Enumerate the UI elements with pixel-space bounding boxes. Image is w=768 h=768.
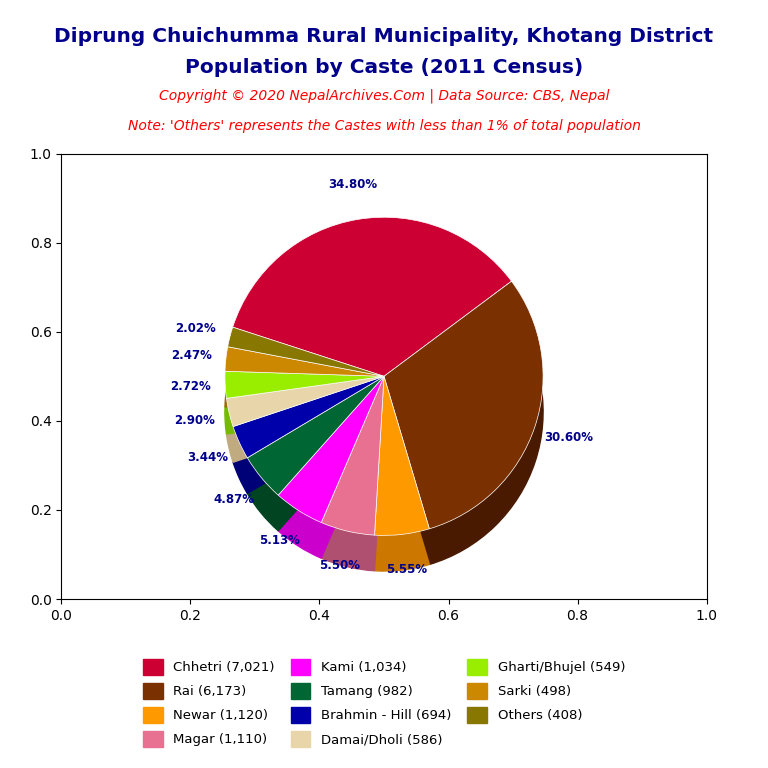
Text: Diprung Chuichumma Rural Municipality, Khotang District: Diprung Chuichumma Rural Municipality, K… <box>55 27 713 46</box>
Text: 3.44%: 3.44% <box>187 451 228 464</box>
Wedge shape <box>247 412 384 531</box>
Text: 34.80%: 34.80% <box>328 178 377 191</box>
Wedge shape <box>384 317 543 564</box>
Wedge shape <box>225 371 384 399</box>
Text: Note: 'Others' represents the Castes with less than 1% of total population: Note: 'Others' represents the Castes wit… <box>127 119 641 133</box>
Wedge shape <box>321 376 384 535</box>
Wedge shape <box>247 376 384 495</box>
Wedge shape <box>278 376 384 522</box>
Wedge shape <box>384 281 543 529</box>
Wedge shape <box>233 412 384 493</box>
Wedge shape <box>227 362 384 412</box>
Wedge shape <box>233 376 384 458</box>
Text: 2.90%: 2.90% <box>174 414 216 427</box>
Text: 5.55%: 5.55% <box>386 563 427 576</box>
Wedge shape <box>375 376 429 535</box>
Text: Population by Caste (2011 Census): Population by Caste (2011 Census) <box>185 58 583 77</box>
Wedge shape <box>225 346 384 376</box>
Wedge shape <box>233 217 511 376</box>
Text: 30.60%: 30.60% <box>544 431 593 444</box>
Wedge shape <box>375 412 429 571</box>
Wedge shape <box>227 412 384 462</box>
Text: 2.72%: 2.72% <box>170 380 210 393</box>
Text: 5.13%: 5.13% <box>260 534 300 547</box>
Text: 2.47%: 2.47% <box>170 349 211 362</box>
Text: 2.02%: 2.02% <box>176 322 217 335</box>
Wedge shape <box>227 327 384 376</box>
Text: 5.50%: 5.50% <box>319 558 359 571</box>
Wedge shape <box>225 407 384 434</box>
Legend: Chhetri (7,021), Rai (6,173), Newar (1,120), Magar (1,110), Kami (1,034), Tamang: Chhetri (7,021), Rai (6,173), Newar (1,1… <box>137 652 631 753</box>
Text: 4.87%: 4.87% <box>214 494 255 506</box>
Wedge shape <box>227 376 384 426</box>
Wedge shape <box>225 382 384 412</box>
Wedge shape <box>233 253 511 412</box>
Wedge shape <box>278 412 384 558</box>
Text: Copyright © 2020 NepalArchives.Com | Data Source: CBS, Nepal: Copyright © 2020 NepalArchives.Com | Dat… <box>159 88 609 103</box>
Wedge shape <box>321 412 384 571</box>
